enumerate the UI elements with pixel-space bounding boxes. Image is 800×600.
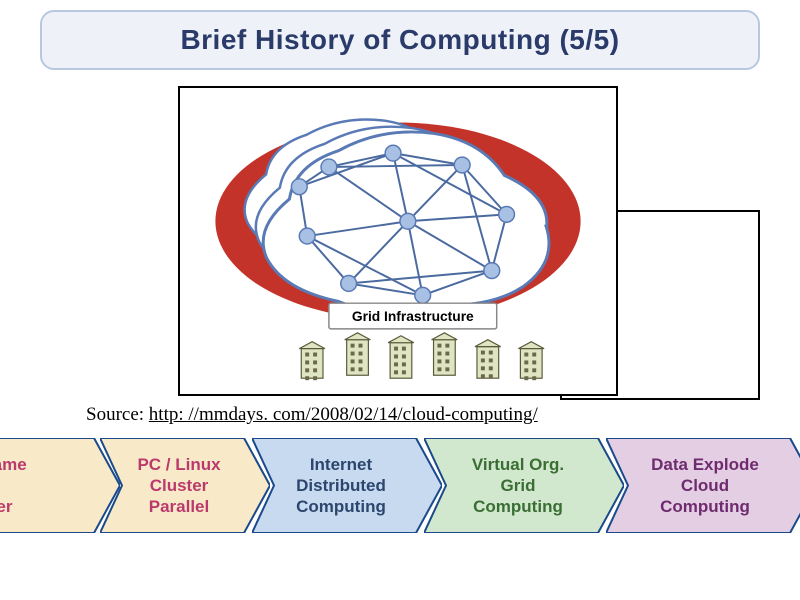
caption-link: http: //mmdays. com/2008/02/14/cloud-com…: [149, 404, 538, 425]
timeline-arrow-label: PC / LinuxClusterParallel: [100, 438, 270, 533]
svg-text:Grid Infrastructure: Grid Infrastructure: [352, 308, 474, 324]
timeline-arrows: nframeperputerPC / LinuxClusterParallelI…: [0, 438, 800, 548]
caption-prefix: Source:: [86, 404, 149, 425]
grid-infra-diagram: Grid Infrastructure: [180, 88, 616, 394]
timeline-arrow-label: Virtual Org.GridComputing: [424, 438, 624, 533]
timeline-arrow: Data ExplodeCloudComputing: [606, 438, 800, 533]
title-banner: Brief History of Computing (5/5): [40, 10, 760, 70]
timeline-arrow: Virtual Org.GridComputing: [424, 438, 624, 533]
timeline-arrow-label: Data ExplodeCloudComputing: [606, 438, 800, 533]
page-title: Brief History of Computing (5/5): [180, 24, 619, 56]
timeline-arrow-label: InternetDistributedComputing: [252, 438, 442, 533]
timeline-arrow: InternetDistributedComputing: [252, 438, 442, 533]
timeline-arrow: PC / LinuxClusterParallel: [100, 438, 270, 533]
figure-frame: Grid Infrastructure: [178, 86, 618, 396]
caption: Source: http: //mmdays. com/2008/02/14/c…: [86, 404, 538, 426]
